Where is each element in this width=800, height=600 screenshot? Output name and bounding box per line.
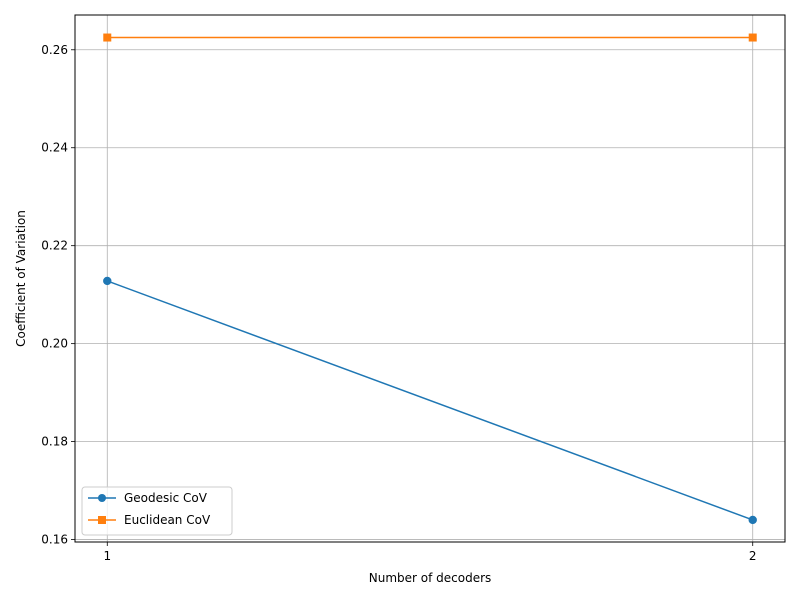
legend-label: Euclidean CoV [124, 513, 211, 527]
x-axis-title: Number of decoders [369, 571, 492, 585]
series-layer [103, 33, 757, 525]
data-point [748, 515, 757, 525]
y-tick-label: 0.18 [41, 435, 68, 449]
y-tick-label: 0.24 [41, 141, 68, 155]
plot-frame [74, 14, 786, 543]
legend-marker [98, 516, 106, 524]
y-tick-label: 0.16 [41, 533, 68, 547]
legend-box [81, 486, 233, 536]
grid-layer [75, 15, 785, 542]
ticks-layer: 1 2 0.16 0.18 0.20 0.22 0.24 0.26 [41, 43, 756, 563]
legend-label: Geodesic CoV [124, 491, 208, 505]
data-point [103, 276, 112, 286]
x-tick-label: 1 [103, 549, 111, 563]
legend: Geodesic CoV Euclidean CoV [81, 486, 233, 536]
data-point [103, 33, 112, 42]
x-tick-label: 2 [749, 549, 757, 563]
y-axis-title: Coefficient of Variation [14, 210, 28, 347]
series-line [107, 280, 753, 521]
legend-marker [98, 494, 106, 502]
y-tick-label: 0.22 [41, 239, 68, 253]
series-euclidean [103, 33, 757, 42]
y-tick-label: 0.26 [41, 43, 68, 57]
data-point [748, 33, 757, 42]
y-tick-label: 0.20 [41, 337, 68, 351]
series-geodesic [103, 276, 757, 525]
